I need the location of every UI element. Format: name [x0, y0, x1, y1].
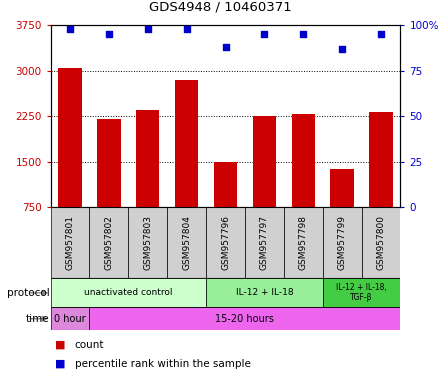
Bar — [175, 79, 198, 207]
Text: ■: ■ — [55, 340, 69, 350]
Text: count: count — [75, 340, 104, 350]
Bar — [89, 207, 128, 278]
Point — [222, 44, 229, 50]
Bar — [89, 307, 400, 330]
Point — [66, 25, 73, 31]
Text: protocol: protocol — [7, 288, 50, 298]
Text: GSM957797: GSM957797 — [260, 215, 269, 270]
Point — [300, 31, 307, 37]
Text: GSM957803: GSM957803 — [143, 215, 152, 270]
Text: GSM957802: GSM957802 — [104, 215, 114, 270]
Bar — [51, 307, 89, 330]
Bar — [323, 207, 362, 278]
Bar — [51, 207, 89, 278]
Text: GSM957801: GSM957801 — [66, 215, 74, 270]
Text: GSM957798: GSM957798 — [299, 215, 308, 270]
Text: 15-20 hours: 15-20 hours — [216, 314, 275, 324]
Text: GSM957799: GSM957799 — [337, 215, 347, 270]
Bar — [330, 169, 354, 207]
Bar — [369, 112, 392, 207]
Point — [261, 31, 268, 37]
Text: GDS4948 / 10460371: GDS4948 / 10460371 — [149, 0, 291, 13]
Bar — [362, 207, 400, 278]
Text: GSM957796: GSM957796 — [221, 215, 230, 270]
Bar — [206, 207, 245, 278]
Bar — [167, 207, 206, 278]
Bar — [128, 207, 167, 278]
Text: time: time — [26, 314, 50, 324]
Text: percentile rank within the sample: percentile rank within the sample — [75, 359, 251, 369]
Bar — [292, 114, 315, 207]
Text: IL-12 + IL-18: IL-12 + IL-18 — [235, 288, 293, 297]
Bar — [136, 110, 159, 207]
Bar — [97, 119, 121, 207]
Bar — [284, 207, 323, 278]
Point — [144, 25, 151, 31]
Bar — [323, 278, 400, 307]
Text: 0 hour: 0 hour — [54, 314, 86, 324]
Text: GSM957804: GSM957804 — [182, 215, 191, 270]
Bar — [206, 278, 323, 307]
Bar — [51, 278, 206, 307]
Point — [106, 31, 113, 37]
Text: GSM957800: GSM957800 — [377, 215, 385, 270]
Text: IL-12 + IL-18,
TGF-β: IL-12 + IL-18, TGF-β — [336, 283, 387, 303]
Bar — [59, 68, 82, 207]
Bar — [214, 162, 237, 207]
Text: ■: ■ — [55, 359, 69, 369]
Text: unactivated control: unactivated control — [84, 288, 172, 297]
Bar — [253, 116, 276, 207]
Point — [378, 31, 385, 37]
Point — [183, 25, 190, 31]
Bar — [245, 207, 284, 278]
Point — [339, 46, 346, 52]
